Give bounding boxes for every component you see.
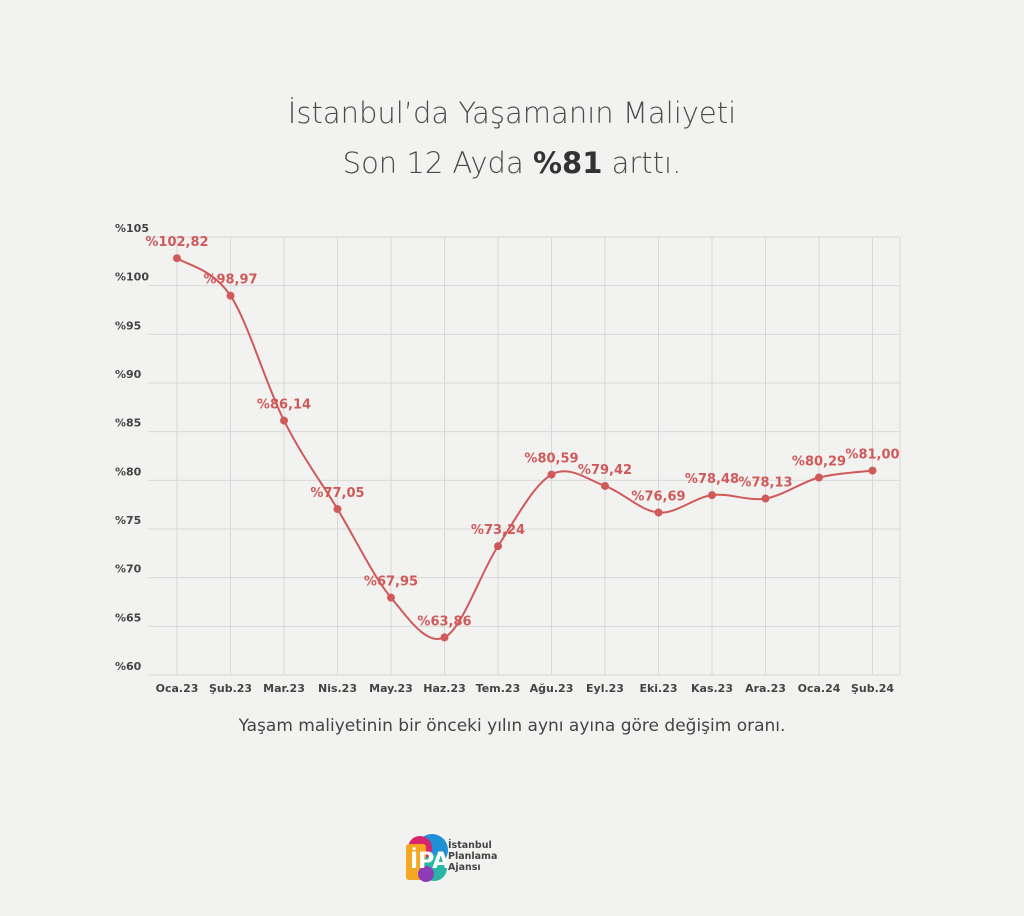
y-tick-label: %85: [115, 417, 141, 430]
ipa-logo: İPA İstanbul Planlama Ajansı: [404, 828, 534, 890]
x-tick-label: Nis.23: [318, 682, 357, 695]
x-tick-label: Eki.23: [639, 682, 677, 695]
data-point: [280, 416, 288, 425]
chart-title-line1: İstanbul’da Yaşamanın Maliyeti: [287, 96, 737, 130]
data-point: [494, 542, 502, 551]
y-tick-label: %100: [115, 271, 149, 284]
y-tick-label: %95: [115, 319, 141, 332]
chart-caption: Yaşam maliyetinin bir önceki yılın aynı …: [238, 716, 786, 736]
y-tick-label: %65: [115, 611, 141, 624]
y-tick-label: %75: [115, 514, 141, 527]
y-tick-label: %105: [115, 222, 149, 235]
data-label: %78,48: [685, 472, 739, 487]
data-label: %77,05: [310, 486, 364, 501]
data-label: %80,29: [792, 455, 846, 470]
x-tick-label: Şub.24: [851, 682, 894, 695]
logo-line3: Ajansı: [448, 862, 481, 873]
data-label: %80,59: [524, 452, 578, 467]
title-text: Son 12 Ayda: [342, 146, 533, 180]
data-point: [333, 505, 342, 514]
data-label: %63,86: [417, 614, 471, 629]
chart-title-line2: Son 12 Ayda %81 arttı.: [0, 146, 1024, 180]
data-label: %86,14: [257, 398, 311, 413]
data-label: %78,13: [738, 476, 792, 491]
data-label: %73,24: [471, 523, 525, 538]
logo-line2: Planlama: [448, 851, 498, 862]
data-label: %98,97: [203, 273, 257, 288]
data-label: %79,42: [578, 463, 632, 478]
series-line: [176, 257, 873, 641]
data-point: [440, 633, 449, 642]
data-point: [547, 470, 556, 479]
data-label: %81,00: [845, 448, 899, 463]
data-point: [708, 491, 716, 500]
logo-text: İstanbul Planlama Ajansı: [448, 840, 497, 873]
data-point: [387, 593, 395, 602]
data-label: %67,95: [364, 575, 418, 590]
x-tick-label: Şub.23: [209, 682, 252, 695]
data-point: [601, 481, 609, 490]
y-tick-label: %80: [115, 465, 142, 478]
x-tick-label: Kas.23: [691, 682, 733, 695]
data-label: %102,82: [145, 235, 208, 250]
title-highlight: %81: [532, 146, 603, 180]
logo-mark-icon: İPA: [406, 834, 448, 882]
title-text-end: arttı.: [602, 146, 682, 180]
y-tick-label: %70: [115, 563, 142, 576]
x-tick-label: Ara.23: [745, 682, 786, 695]
svg-text:İPA: İPA: [410, 848, 448, 874]
data-point: [173, 254, 181, 263]
x-tick-label: Mar.23: [263, 682, 305, 695]
data-point: [868, 466, 877, 475]
x-tick-label: Haz.23: [423, 682, 466, 695]
data-point: [226, 291, 235, 300]
y-tick-label: %60: [115, 660, 142, 673]
data-point: [654, 508, 663, 517]
data-point: [815, 473, 823, 482]
data-label: %76,69: [631, 490, 685, 505]
x-tick-label: Ağu.23: [530, 682, 574, 695]
y-tick-label: %90: [115, 368, 142, 381]
x-tick-label: May.23: [369, 682, 413, 695]
data-point: [761, 494, 770, 503]
x-tick-label: Eyl.23: [586, 682, 624, 695]
x-tick-label: Oca.24: [798, 682, 841, 695]
x-tick-label: Tem.23: [476, 682, 520, 695]
x-tick-label: Oca.23: [156, 682, 199, 695]
logo-line1: İstanbul: [448, 840, 492, 851]
